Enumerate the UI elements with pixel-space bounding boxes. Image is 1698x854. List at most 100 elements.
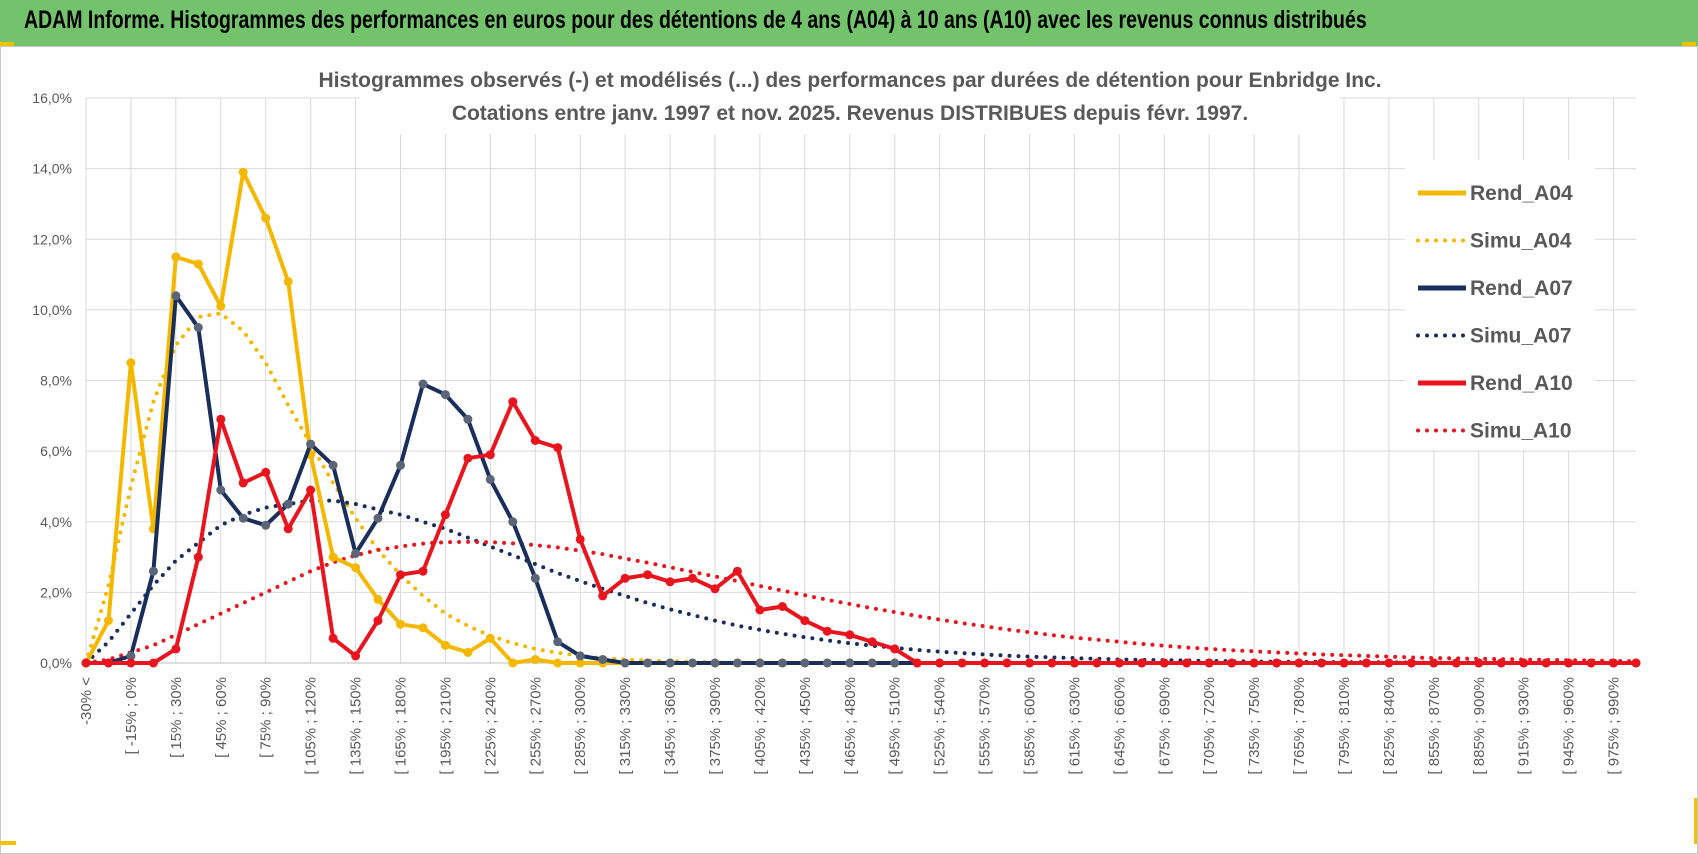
x-tick-label: [ -15% ; 0% (123, 677, 140, 755)
rend-a10-point (890, 644, 900, 654)
x-tick-label: [ 525% ; 540% (932, 677, 949, 775)
rend-a10-point (1025, 658, 1034, 668)
x-tick-label: [ 375% ; 390% (707, 677, 724, 775)
rend-a07-point (643, 658, 653, 668)
x-tick-label: [ 195% ; 210% (437, 677, 454, 775)
rend-a10-point (1114, 658, 1124, 668)
x-tick-label: [ 465% ; 480% (842, 677, 859, 775)
rend-a07-point (126, 651, 136, 661)
rend-a07-point (283, 499, 293, 509)
rend-a10-point (957, 658, 967, 668)
x-tick-label: [ 765% ; 780% (1291, 677, 1308, 775)
rend-a04-point (485, 633, 495, 643)
rend-a10-point (665, 577, 675, 587)
rend-a07-point (508, 517, 518, 527)
rend-a04-point (396, 619, 405, 629)
legend-label-simu-a07: Simu_A07 (1470, 325, 1572, 348)
rend-a10-point (822, 626, 832, 636)
rend-a07-point (485, 474, 495, 484)
rend-a07-point (553, 637, 563, 647)
x-tick-label: [ 345% ; 360% (662, 677, 679, 775)
rend-a10-point (126, 658, 136, 668)
x-tick-label: [ 15% ; 30% (168, 677, 185, 758)
rend-a10-point (800, 616, 810, 626)
gridlines (85, 97, 1636, 664)
rend-a07-point (665, 658, 675, 668)
rend-a07-point (598, 655, 608, 664)
chart-title-line-2: Cotations entre janv. 1997 et nov. 2025.… (452, 102, 1248, 125)
rend-a04-point (530, 655, 540, 664)
rend-a10-point (104, 658, 113, 668)
rend-a10-point (1069, 658, 1079, 668)
rend-a07-point (710, 658, 720, 668)
rend-a04-point (575, 658, 585, 668)
x-tick-label: [ 855% ; 870% (1426, 677, 1443, 775)
x-tick-label: [ 645% ; 660% (1111, 677, 1128, 775)
rend-a10-point (1429, 658, 1439, 668)
rend-a07-point (890, 658, 900, 668)
rend-a07-point (440, 390, 450, 400)
simu-a10-line (84, 539, 1638, 665)
legend-label-rend-a04: Rend_A04 (1470, 182, 1573, 205)
rend-a10-point (81, 658, 91, 668)
rend-a10-point (373, 616, 383, 626)
rend-a10-point (1609, 658, 1618, 668)
rend-a10-point (1451, 658, 1461, 668)
rend-a10-point (216, 414, 226, 424)
rend-a07-point (755, 658, 765, 668)
rend-a10-point (1474, 658, 1484, 668)
rend-a07-point (463, 414, 473, 424)
corner-mark-top-right (1682, 42, 1696, 46)
rend-a07-point (800, 658, 810, 668)
y-tick-label: 0,0% (40, 655, 72, 671)
rend-a10-point (440, 510, 450, 520)
x-tick-label: [ 675% ; 690% (1156, 677, 1173, 775)
rend-a10-point (418, 566, 428, 576)
rend-a10-point (553, 443, 563, 453)
rend-a10-point (1496, 658, 1506, 668)
rend-a10-point (867, 637, 877, 647)
rend-a04-point (373, 594, 383, 604)
corner-mark-bottom-right (1694, 798, 1697, 844)
rend-a07-point (373, 513, 383, 523)
rend-a04-point (440, 640, 450, 650)
x-tick-label: [ 615% ; 630% (1066, 677, 1083, 775)
x-tick-label: [ 705% ; 720% (1201, 677, 1218, 775)
rend-a10-point (463, 453, 473, 463)
rend-a04-point (238, 167, 248, 177)
rend-a10-point (530, 436, 540, 445)
rend-a10-point (1384, 658, 1394, 668)
rend-a10-point (1092, 658, 1102, 668)
rend-a04-line (84, 170, 1636, 665)
rend-a04-point (418, 623, 428, 633)
x-tick-label: -30% < (78, 677, 95, 725)
series (81, 167, 1641, 668)
rend-a04-point (508, 658, 518, 668)
legend-label-simu-a10: Simu_A10 (1470, 420, 1572, 443)
rend-a07-point (575, 651, 585, 661)
rend-a07-point (530, 573, 540, 583)
legend: Rend_A04 Simu_A04 Rend_A07 Simu_A07 Rend_A10… (1405, 160, 1595, 450)
rend-a04-point (104, 616, 113, 626)
report-banner: ADAM Informe. Histogrammes des performan… (0, 0, 1698, 47)
x-tick-label: [ 555% ; 570% (977, 677, 994, 775)
x-tick-label: [ 105% ; 120% (303, 677, 320, 775)
rend-a10-point (575, 534, 585, 544)
x-tick-label: [ 315% ; 330% (617, 677, 634, 775)
rend-a04-point (216, 301, 226, 311)
rend-a04-point (171, 252, 181, 262)
rend-a10-point (1249, 658, 1259, 668)
y-tick-label: 14,0% (32, 161, 72, 177)
rend-a10-point (1339, 658, 1349, 668)
rend-a10-point (396, 570, 405, 580)
rend-a10-point (193, 552, 203, 562)
corner-mark-top-left (0, 42, 14, 46)
rend-a10-point (508, 397, 518, 407)
y-tick-label: 10,0% (32, 302, 72, 318)
y-tick-label: 4,0% (40, 514, 72, 530)
rend-a10-point (598, 591, 608, 601)
rend-a04-point (463, 647, 473, 657)
x-tick-label: [ 255% ; 270% (527, 677, 544, 775)
chart-title-line-1: Histogrammes observés (-) et modélisés (… (318, 69, 1381, 92)
